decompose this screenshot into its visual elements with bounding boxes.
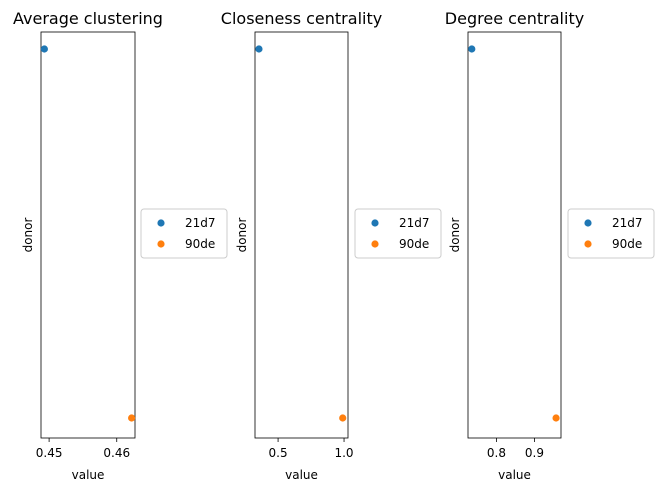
x-tick-label: 0.45 bbox=[36, 446, 63, 460]
legend: 21d7 90de bbox=[354, 208, 442, 259]
legend: 21d7 90de bbox=[567, 208, 655, 259]
subplot-3: Degree centrality 0.8 0.9 value donor 21d7 90d… bbox=[445, 9, 655, 482]
axes-frame bbox=[467, 31, 562, 439]
legend-marker-21d7 bbox=[371, 219, 379, 227]
legend-marker-21d7 bbox=[157, 219, 165, 227]
x-tick-label: 0.5 bbox=[269, 446, 288, 460]
x-tick-label: 1.0 bbox=[334, 446, 353, 460]
chart-title: Closeness centrality bbox=[221, 9, 382, 28]
x-axis-label: value bbox=[285, 468, 318, 482]
x-axis-label: value bbox=[72, 468, 105, 482]
y-axis-label: donor bbox=[448, 218, 462, 253]
data-point-90de bbox=[339, 414, 347, 422]
data-point-90de bbox=[128, 414, 136, 422]
x-axis-label: value bbox=[498, 468, 531, 482]
y-axis-label: donor bbox=[21, 218, 35, 253]
legend-label: 21d7 bbox=[185, 216, 216, 230]
legend-label: 90de bbox=[399, 237, 429, 251]
x-tick-label: 0.9 bbox=[525, 446, 544, 460]
legend-label: 21d7 bbox=[612, 216, 643, 230]
legend-marker-90de bbox=[584, 240, 592, 248]
legend: 21d7 90de bbox=[140, 208, 228, 259]
subplot-1: Average clustering 0.45 0.46 value donor 21d7… bbox=[13, 9, 228, 482]
legend-marker-90de bbox=[371, 240, 379, 248]
legend-label: 90de bbox=[612, 237, 642, 251]
axes-frame bbox=[40, 31, 136, 439]
subplot-2: Closeness centrality 0.5 1.0 value donor 21d7… bbox=[221, 9, 442, 482]
legend-marker-21d7 bbox=[584, 219, 592, 227]
y-axis-label: donor bbox=[235, 218, 249, 253]
data-point-21d7 bbox=[40, 45, 48, 53]
data-point-21d7 bbox=[255, 45, 263, 53]
chart-title: Degree centrality bbox=[445, 9, 584, 28]
data-point-21d7 bbox=[468, 45, 476, 53]
x-tick-label: 0.46 bbox=[103, 446, 130, 460]
legend-label: 90de bbox=[185, 237, 215, 251]
axes-frame bbox=[254, 31, 349, 439]
data-point-90de bbox=[552, 414, 560, 422]
legend-marker-90de bbox=[157, 240, 165, 248]
chart-title: Average clustering bbox=[13, 9, 163, 28]
legend-label: 21d7 bbox=[399, 216, 430, 230]
x-tick-label: 0.8 bbox=[487, 446, 506, 460]
